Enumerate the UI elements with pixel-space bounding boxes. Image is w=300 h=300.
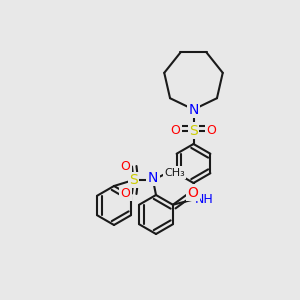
Text: O: O xyxy=(207,124,216,137)
Text: O: O xyxy=(171,124,180,137)
Text: N: N xyxy=(148,171,158,184)
Text: NH: NH xyxy=(195,193,213,206)
Text: S: S xyxy=(129,173,138,187)
Text: O: O xyxy=(188,186,198,200)
Text: O: O xyxy=(121,160,130,173)
Text: CH₃: CH₃ xyxy=(164,167,185,178)
Text: N: N xyxy=(188,103,199,116)
Text: S: S xyxy=(189,124,198,137)
Text: O: O xyxy=(121,187,130,200)
